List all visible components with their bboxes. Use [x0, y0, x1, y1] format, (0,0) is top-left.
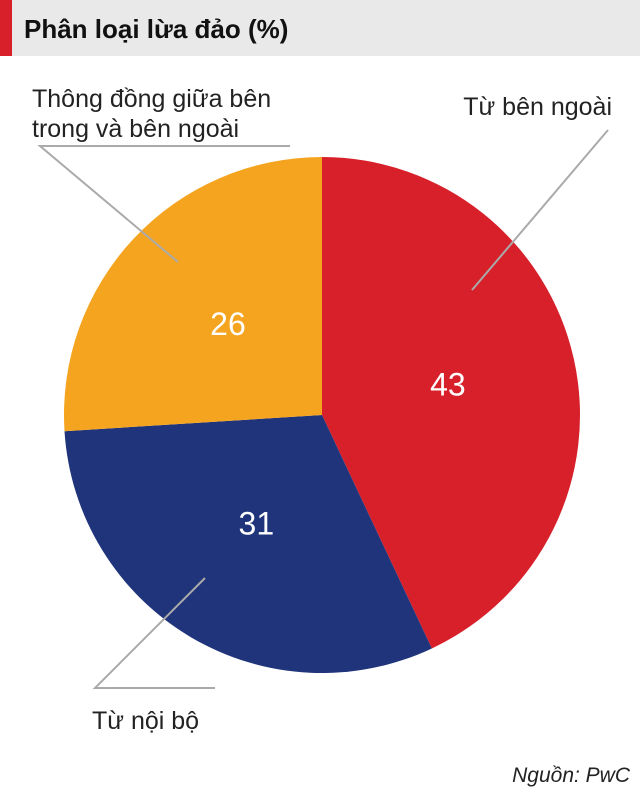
pie-slice — [322, 157, 580, 649]
leader-lines — [37, 129, 609, 689]
title-accent — [0, 0, 12, 56]
source: Nguồn: PwC — [512, 764, 631, 787]
leader-line — [92, 577, 215, 689]
pie-slice — [64, 415, 432, 673]
slice-label: Từ bên ngoài — [463, 93, 612, 121]
chart-title: Phân loại lừa đảo (%) — [24, 14, 288, 44]
pie: 43 31 26 — [63, 157, 580, 673]
leader-line — [471, 129, 609, 291]
pie-slice — [63, 157, 322, 432]
data-label: 26 — [210, 306, 246, 342]
title-bar — [0, 0, 640, 56]
leader-line — [37, 145, 290, 263]
data-label: 31 — [239, 505, 275, 541]
slice-label: Thông đồng giữa bên trong và bên ngoài — [32, 85, 272, 143]
data-label: 43 — [430, 366, 466, 402]
slice-label: Từ nội bộ — [92, 707, 200, 735]
